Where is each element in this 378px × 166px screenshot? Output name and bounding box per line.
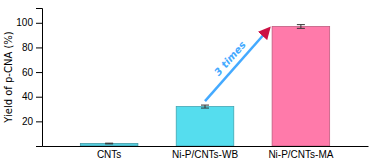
y-tick: 80 (22, 42, 42, 53)
x-axis-line (43, 146, 369, 147)
y-tick-mark (36, 47, 42, 48)
x-tick: CNTs (97, 146, 121, 160)
chart-container: 20 40 60 80 100 CNTs Ni-P/CNTs-WB Ni-P/CNTs-MA 3… (0, 0, 378, 166)
error-bar-cap (201, 108, 209, 109)
x-tick-label: Ni-P/CNTs-MA (268, 149, 333, 160)
y-tick-label: 40 (22, 91, 34, 102)
plot-area: 20 40 60 80 100 CNTs Ni-P/CNTs-WB Ni-P/CNTs-MA 3… (16, 9, 368, 161)
error-bar-cap (201, 105, 209, 106)
y-tick-mark (36, 121, 42, 122)
y-tick-label: 20 (22, 116, 34, 127)
y-tick-label: 100 (16, 17, 33, 28)
bar (272, 26, 330, 146)
error-bar (297, 25, 305, 29)
y-tick: 100 (16, 17, 42, 28)
y-tick-mark (36, 23, 42, 24)
y-tick-label: 80 (22, 42, 34, 53)
error-bar-cap (297, 24, 305, 25)
y-tick-mark (36, 72, 42, 73)
y-axis-label: Yield of p-CNA (%) (3, 31, 14, 124)
y-tick-label: 60 (22, 67, 34, 78)
error-bar-cap (105, 143, 113, 144)
annotation-text: 3 times (212, 39, 248, 78)
error-bar-line (300, 25, 301, 29)
bar (80, 144, 138, 146)
error-bar (105, 143, 113, 145)
error-bar (201, 105, 209, 108)
x-tick: Ni-P/CNTs-MA (268, 146, 333, 160)
x-tick-label: CNTs (97, 149, 121, 160)
y-axis-line (36, 9, 43, 147)
bars (80, 25, 329, 146)
y-tick-mark (36, 97, 42, 98)
y-tick: 20 (22, 116, 42, 127)
error-bar-cap (105, 143, 113, 144)
y-tick: 40 (22, 91, 42, 102)
annotation: 3 times (205, 28, 269, 101)
error-bar-cap (297, 28, 305, 29)
x-axis: CNTs Ni-P/CNTs-WB Ni-P/CNTs-MA (43, 146, 369, 160)
chart-svg: 20 40 60 80 100 CNTs Ni-P/CNTs-WB Ni-P/CNTs-MA 3… (0, 0, 378, 166)
x-tick: Ni-P/CNTs-WB (172, 146, 238, 160)
bar (176, 107, 234, 146)
y-tick: 60 (22, 67, 42, 78)
arrow (205, 28, 269, 101)
x-tick-label: Ni-P/CNTs-WB (172, 149, 238, 160)
y-axis: 20 40 60 80 100 (16, 9, 42, 147)
